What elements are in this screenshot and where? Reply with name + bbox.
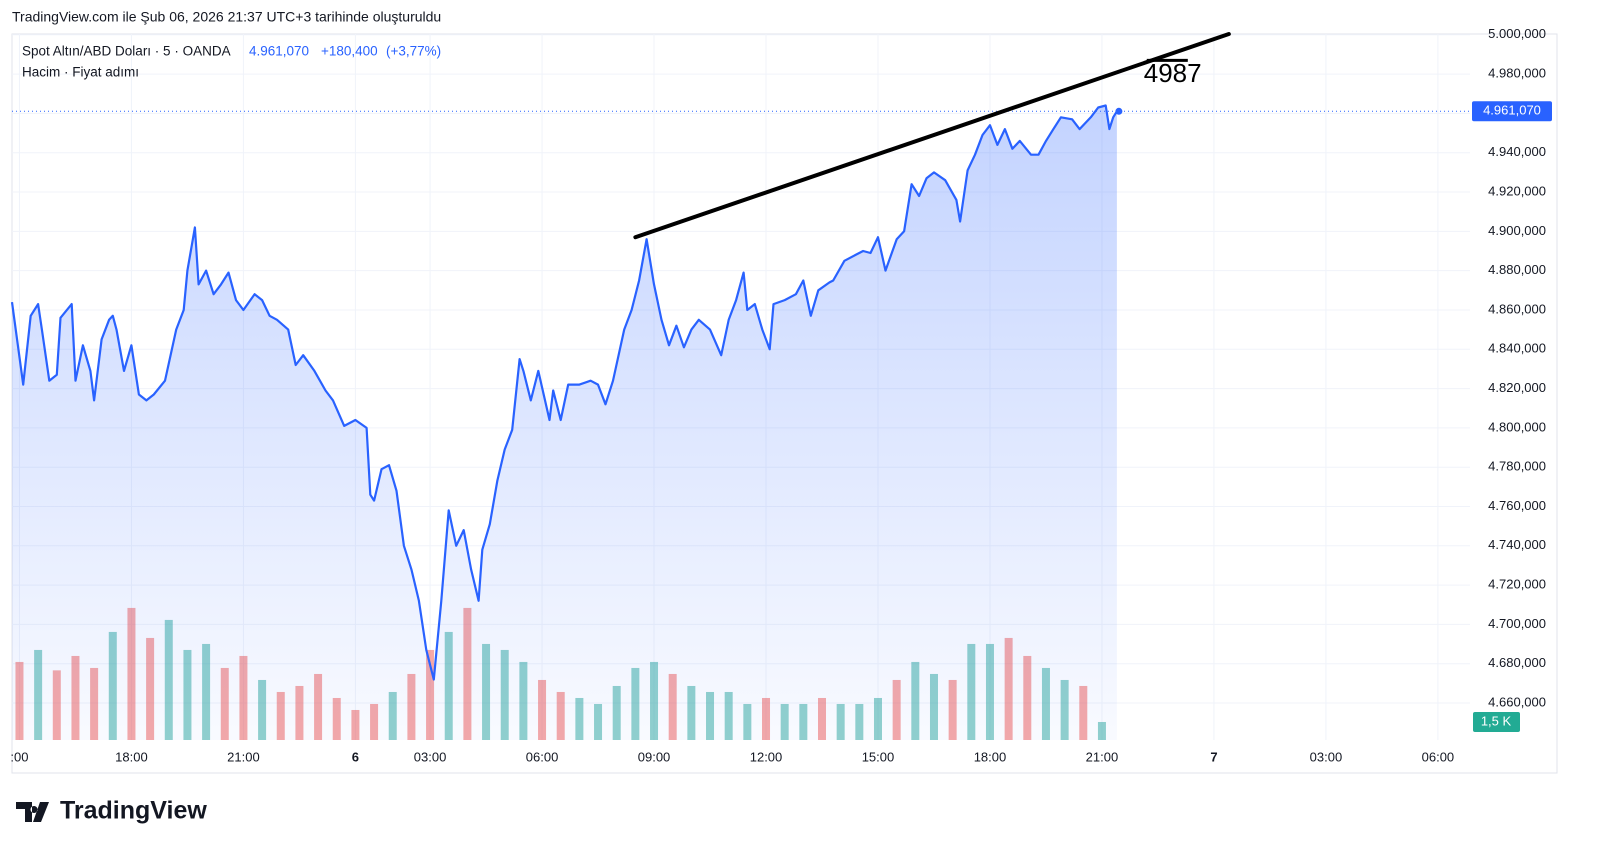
trendline [633, 32, 1231, 240]
last-point [1115, 107, 1123, 115]
x-tick-label: :00 [10, 749, 28, 764]
y-tick-label: 4.780,000 [1488, 459, 1546, 474]
y-tick-label: 4.980,000 [1488, 66, 1546, 81]
legend-change: +180,400 [321, 44, 378, 59]
price-line [10, 104, 1118, 681]
x-tick-label: 21:00 [227, 749, 260, 764]
y-tick-label: 4.920,000 [1488, 183, 1546, 198]
y-tick-label: 4.800,000 [1488, 419, 1546, 434]
legend-change-pct: (+3,77%) [386, 44, 441, 59]
y-tick-label: 4.720,000 [1488, 577, 1546, 592]
x-tick-label: 7 [1210, 749, 1217, 764]
y-tick-label: 4.940,000 [1488, 144, 1546, 159]
price-box-label: 4.961,070 [1483, 103, 1541, 118]
y-tick-label: 5.000,000 [1488, 26, 1546, 41]
x-tick-label: 18:00 [974, 749, 1007, 764]
logo [16, 802, 49, 822]
symbol-title: Spot Altın/ABD Doları · 5 · OANDA [22, 44, 231, 59]
y-tick-label: 4.880,000 [1488, 262, 1546, 277]
volume-box-label: 1,5 K [1481, 713, 1512, 728]
caption: TradingView.com ile Şub 06, 2026 21:37 U… [12, 9, 441, 25]
y-tick-label: 4.700,000 [1488, 616, 1546, 631]
x-tick-label: 06:00 [1422, 749, 1455, 764]
x-tick-label: 03:00 [1310, 749, 1343, 764]
legend-price: 4.961,070 [249, 44, 309, 59]
y-tick-label: 4.680,000 [1488, 655, 1546, 670]
x-tick-label: 21:00 [1086, 749, 1119, 764]
x-tick-label: 18:00 [115, 749, 148, 764]
y-tick-label: 4.760,000 [1488, 498, 1546, 513]
x-tick-label: 03:00 [414, 749, 447, 764]
price-box [1472, 101, 1552, 122]
y-tick-label: 4.820,000 [1488, 380, 1546, 395]
indicator-legend: Hacim · Fiyat adımı [22, 65, 139, 80]
level-label: 4987 [1144, 58, 1202, 88]
y-tick-label: 4.740,000 [1488, 537, 1546, 552]
x-tick-label: 06:00 [526, 749, 559, 764]
y-tick-label: 4.660,000 [1488, 694, 1546, 709]
x-tick-label: 09:00 [638, 749, 671, 764]
y-tick-label: 4.840,000 [1488, 341, 1546, 356]
y-tick-label: 4.860,000 [1488, 301, 1546, 316]
price-area [12, 105, 1117, 740]
x-tick-label: 12:00 [750, 749, 783, 764]
brand: TradingView [60, 797, 207, 825]
x-tick-label: 15:00 [862, 749, 895, 764]
x-tick-label: 6 [352, 749, 359, 764]
volume-box [1473, 711, 1520, 732]
y-tick-label: 4.900,000 [1488, 223, 1546, 238]
